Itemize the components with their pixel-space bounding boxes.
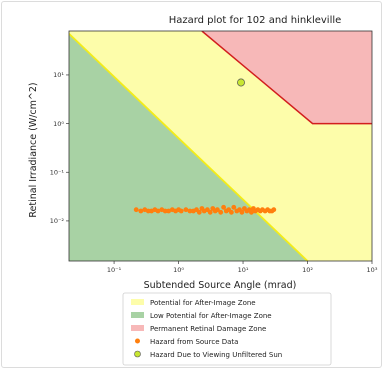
source-data-point xyxy=(231,204,237,210)
source-data-point xyxy=(183,207,189,213)
x-axis-ticks: 10⁻¹ 10⁰ 10¹ 10² 10³ xyxy=(107,261,378,274)
x-tick-label: 10³ xyxy=(367,266,378,274)
source-data-point xyxy=(133,207,139,213)
legend-swatch-low-after-image xyxy=(131,312,144,318)
source-data-point xyxy=(218,209,224,215)
x-tick-label: 10¹ xyxy=(238,266,249,274)
legend-marker-unfiltered-sun xyxy=(134,350,141,358)
y-axis-ticks: 10¹ 10⁰ 10⁻¹ 10⁻² xyxy=(50,71,69,225)
legend-label-after-image: Potential for After-Image Zone xyxy=(150,299,256,307)
source-data-point xyxy=(207,209,213,215)
source-data-point xyxy=(178,208,184,214)
source-data-point xyxy=(138,208,144,214)
source-data-point xyxy=(166,208,172,214)
legend-label-unfiltered-sun: Hazard Due to Viewing Unfiltered Sun xyxy=(150,351,282,359)
chart-title: Hazard plot for 102 and hinkleville xyxy=(169,15,342,26)
legend-label-source-data: Hazard from Source Data xyxy=(150,338,238,346)
legend-swatch-permanent-damage xyxy=(131,325,144,331)
source-data-point xyxy=(221,204,227,210)
permanent-damage-zone xyxy=(201,31,372,124)
data-points xyxy=(133,78,277,215)
y-tick-label: 10⁻² xyxy=(50,217,65,225)
source-data-point xyxy=(196,209,202,215)
source-data-point xyxy=(155,208,161,214)
legend-swatch-after-image xyxy=(131,299,144,305)
y-tick-label: 10⁰ xyxy=(53,120,64,128)
source-data-point xyxy=(239,209,245,215)
x-tick-label: 10⁰ xyxy=(173,266,184,274)
legend-label-permanent-damage: Permanent Retinal Damage Zone xyxy=(150,325,266,333)
x-tick-label: 10² xyxy=(302,266,313,274)
source-data-point xyxy=(229,209,234,215)
y-tick-label: 10⁻¹ xyxy=(50,169,65,177)
low-after-image-boundary xyxy=(69,33,309,261)
legend-box xyxy=(122,292,332,366)
unfiltered-sun-point xyxy=(237,78,245,87)
y-axis-label: Retinal Irradiance (W/cm^2) xyxy=(28,82,39,217)
source-data-point xyxy=(162,208,168,214)
permanent-damage-boundary xyxy=(201,31,372,125)
x-axis-label: Subtended Source Angle (mrad) xyxy=(144,280,297,291)
legend-marker-source-data xyxy=(135,338,140,344)
source-data-point xyxy=(249,209,254,215)
plot-frame xyxy=(68,30,373,262)
x-tick-label: 10⁻¹ xyxy=(107,266,122,274)
legend-label-low-after-image: Low Potential for After-Image Zone xyxy=(150,312,272,320)
legend: Potential for After-Image Zone Low Poten… xyxy=(122,292,332,366)
y-tick-label: 10¹ xyxy=(53,71,64,79)
source-data-point xyxy=(271,207,277,213)
plot-area xyxy=(69,31,372,261)
source-data-point xyxy=(187,208,193,214)
source-data-point xyxy=(215,207,220,213)
